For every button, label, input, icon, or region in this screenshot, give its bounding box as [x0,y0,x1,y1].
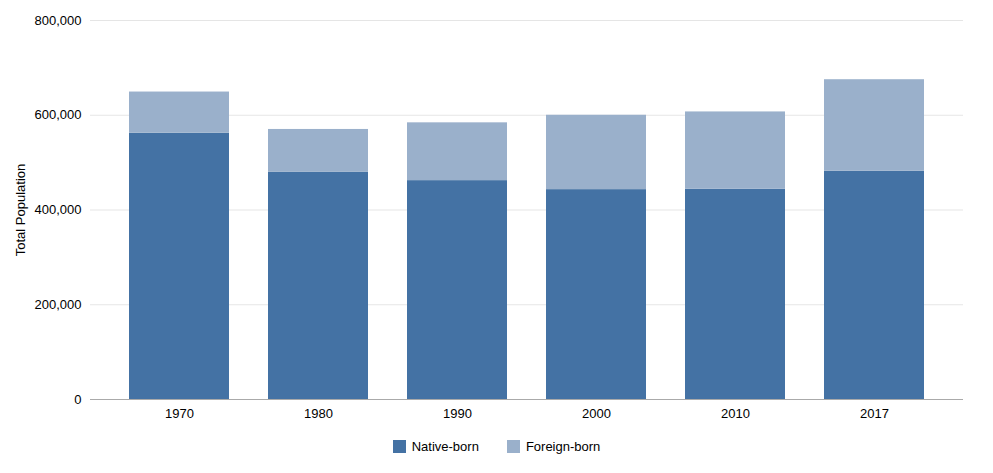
html-text:Native-born: Native-born [411,439,479,454]
svg-text:1970: 1970 [165,406,194,421]
svg-text:2000: 2000 [582,406,611,421]
svg-text:Total Population: Total Population [13,164,28,257]
svg-text:2010: 2010 [721,406,750,421]
svg-text:1990: 1990 [443,406,472,421]
svg-text:0: 0 [74,392,81,407]
svg-text:2017: 2017 [860,406,889,421]
svg-text:600,000: 600,000 [35,107,82,122]
svg-text:800,000: 800,000 [35,13,82,28]
svg-text:1980: 1980 [304,406,333,421]
svg-text:400,000: 400,000 [35,202,82,217]
svg-text:200,000: 200,000 [35,297,82,312]
html-text:Foreign-born: Foreign-born [525,439,601,454]
